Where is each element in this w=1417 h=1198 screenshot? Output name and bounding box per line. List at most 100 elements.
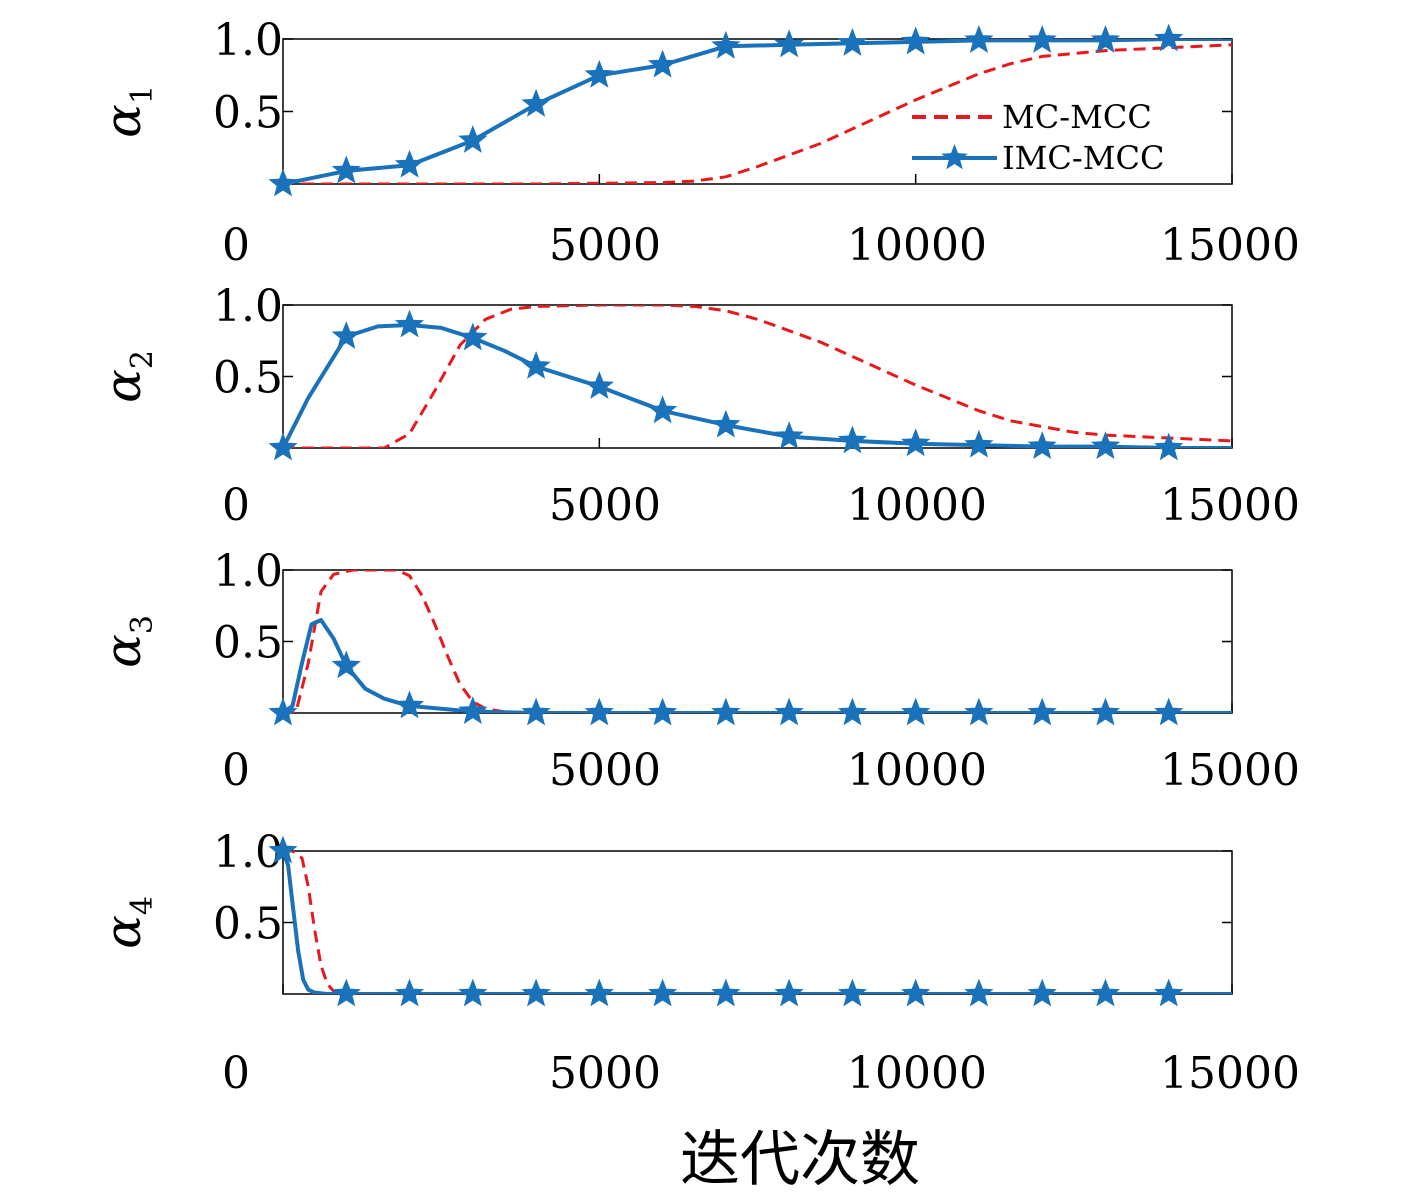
series-marker [584,59,614,88]
series-marker [964,25,994,53]
series-marker [268,432,298,461]
series-marker [647,697,678,726]
series-marker [521,351,551,379]
series-marker [1154,23,1184,52]
y-axis-label: α1 [94,85,160,138]
y-tick-label: 1.0 [213,15,283,66]
series-marker [521,697,551,726]
series-marker [837,27,868,56]
series-line-mc-mcc [283,43,1232,184]
subplot-2: 0.5 1.0 0 5000 10000 15000 α2 [94,281,1300,531]
axes-frame [282,850,1233,995]
y-tick-label: 0.5 [213,899,283,950]
series-marker [584,371,614,399]
series-marker [774,29,804,58]
series-marker [901,978,931,1007]
series-marker [268,835,298,864]
series-marker [711,978,741,1007]
series-marker [964,697,994,726]
y-tick-label: 0.5 [213,88,283,139]
plot-area [283,570,1232,713]
x-axis-label: 迭代次数 [680,1125,920,1195]
series-marker [458,322,488,351]
y-axis-label-symbol: α [94,104,152,138]
x-tick-label: 0 [222,745,250,796]
series-marker [711,409,741,438]
series-marker [1090,697,1121,726]
plot-area [283,39,1232,184]
x-tick-label: 15000 [1160,745,1300,796]
subplot-3: 0.5 1.0 0 5000 10000 15000 α3 [94,546,1300,796]
legend-label: MC-MCC [1002,98,1152,136]
series-marker [774,697,804,726]
series-line-imc-mcc [283,851,1232,994]
series-marker [1090,431,1121,460]
series-marker [268,697,298,726]
x-tick-label: 5000 [549,745,661,796]
x-tick-label: 0 [222,480,250,531]
series-marker [1154,697,1184,726]
series-marker [1027,24,1057,53]
series-marker [1027,978,1057,1007]
series-line-imc-mcc [283,39,1232,184]
x-tick-label: 15000 [1160,220,1300,271]
series-line-mc-mcc [283,570,1232,713]
series-marker [1154,978,1184,1007]
x-tick-label: 10000 [847,480,987,531]
series-marker [521,978,551,1007]
series-marker [837,425,868,454]
series-marker [458,978,488,1007]
plot-area [283,305,1232,448]
series-marker [837,697,868,726]
series-line-imc-mcc [283,323,1232,448]
y-axis-label-subscript: 4 [125,896,160,915]
series-marker [584,978,614,1007]
y-axis-label-subscript: 1 [125,85,160,104]
series-marker [458,125,488,153]
legend-label: IMC-MCC [1002,139,1164,177]
y-axis-label: α2 [94,350,160,403]
series-marker [964,429,994,458]
x-tick-label: 0 [222,1048,250,1099]
plot-area [283,851,1232,994]
series-marker [521,88,551,117]
series-marker [901,26,931,55]
y-tick-label: 1.0 [213,546,283,597]
series-marker [647,49,678,78]
axes-frame [282,569,1233,714]
series-marker [584,697,614,726]
x-tick-label: 0 [222,220,250,271]
series-marker [1154,432,1184,461]
series-marker [1027,431,1057,460]
x-tick-label: 10000 [847,1048,987,1099]
series-marker [647,395,678,424]
y-axis-label-symbol: α [94,634,152,668]
y-axis-label-subscript: 2 [125,350,160,369]
series-marker [331,978,361,1007]
series-marker [331,321,361,349]
series-marker [394,690,425,719]
y-axis-label: α4 [94,896,160,949]
subplot-4: 0.5 1.0 0 5000 10000 15000 α4 [94,827,1300,1099]
x-tick-label: 15000 [1160,480,1300,531]
series-marker [458,696,488,725]
series-line-mc-mcc [283,305,1232,448]
series-marker [901,428,931,457]
series-marker [647,978,678,1007]
series-marker [331,650,361,679]
x-tick-label: 15000 [1160,1048,1300,1099]
series-line-mc-mcc [283,851,1232,994]
x-tick-label: 5000 [549,1048,661,1099]
series-marker [1090,25,1121,53]
series-marker [711,30,741,59]
series-marker [964,978,994,1007]
series-marker [1090,978,1121,1007]
x-tick-label: 5000 [549,220,661,271]
y-axis-label-symbol: α [94,915,152,949]
series-line-imc-mcc [283,618,1232,713]
series-marker [774,978,804,1007]
y-axis-label: α3 [94,615,160,668]
